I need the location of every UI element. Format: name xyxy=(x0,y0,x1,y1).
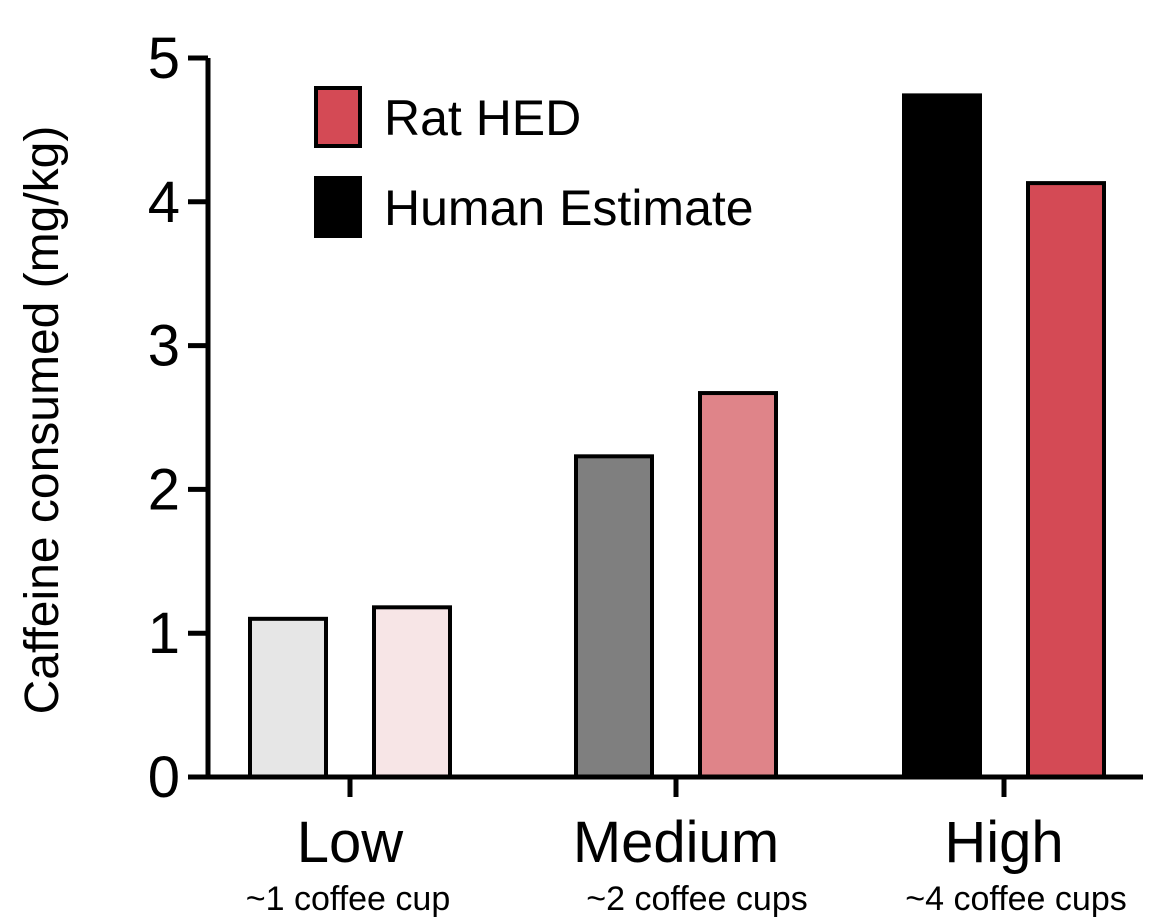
bar-medium-human-estimate xyxy=(574,454,654,779)
bar-low-human-estimate xyxy=(248,616,328,779)
legend-label-rat-hed: Rat HED xyxy=(384,90,581,146)
y-tick-label-2: 2 xyxy=(148,457,180,522)
axes: 0 1 2 3 4 5 xyxy=(148,26,1143,810)
y-axis-label: Caffeine consumed (mg/kg) xyxy=(16,126,69,715)
legend-swatch-human-estimate xyxy=(314,176,362,238)
y-tick-label-4: 4 xyxy=(148,170,180,235)
y-tick-label-0: 0 xyxy=(148,745,180,810)
y-tick-label-1: 1 xyxy=(148,601,180,666)
category-label-low: Low xyxy=(297,810,405,875)
bars xyxy=(248,93,1106,779)
category-sublabel-low: ~1 coffee cup xyxy=(246,880,450,918)
bar-high-human-estimate xyxy=(902,93,982,779)
bar-low-rat-hed xyxy=(372,605,452,779)
category-label-medium: Medium xyxy=(573,810,779,875)
category-sublabel-medium: ~2 coffee cups xyxy=(586,880,807,918)
category-label-high: High xyxy=(944,810,1063,875)
bar-medium-rat-hed xyxy=(698,391,778,779)
legend: Rat HED Human Estimate xyxy=(314,86,754,238)
legend-swatch-rat-hed xyxy=(314,86,362,148)
category-sublabel-high: ~4 coffee cups xyxy=(905,880,1126,918)
x-labels: Low ~1 coffee cup Medium ~2 coffee cups High… xyxy=(246,810,1127,918)
y-tick-label-5: 5 xyxy=(148,26,180,91)
bar-high-rat-hed xyxy=(1026,181,1106,779)
y-tick-label-3: 3 xyxy=(148,314,180,379)
legend-label-human-estimate: Human Estimate xyxy=(384,180,754,236)
